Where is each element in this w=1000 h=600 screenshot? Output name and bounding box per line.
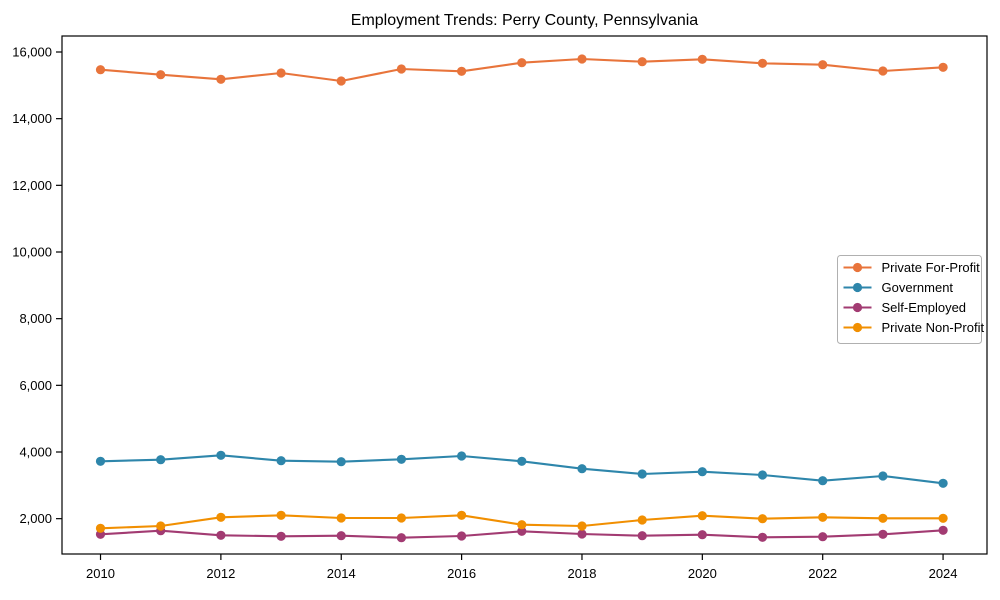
data-point xyxy=(517,526,527,536)
data-point xyxy=(577,529,587,539)
data-point xyxy=(276,510,286,520)
data-point xyxy=(938,513,948,523)
data-point xyxy=(457,531,467,541)
data-point xyxy=(216,74,226,84)
data-point xyxy=(396,533,406,543)
data-point xyxy=(637,57,647,67)
data-point xyxy=(637,531,647,541)
x-tick-label: 2016 xyxy=(447,566,476,581)
data-point xyxy=(757,470,768,480)
data-point xyxy=(396,64,406,74)
data-point xyxy=(818,532,828,542)
legend-label: Private For-Profit xyxy=(882,260,981,275)
data-point xyxy=(216,530,226,540)
data-point xyxy=(517,520,527,530)
x-tick-label: 2022 xyxy=(808,566,837,581)
y-tick-label: 10,000 xyxy=(12,245,52,260)
data-point xyxy=(95,65,106,75)
legend-label: Self-Employed xyxy=(882,300,967,315)
data-point xyxy=(457,66,467,76)
legend-sample-marker xyxy=(852,302,863,313)
plot-border xyxy=(61,35,988,555)
chart-title: Employment Trends: Perry County, Pennsyl… xyxy=(350,12,699,29)
data-point xyxy=(637,515,647,525)
x-tick-label: 2014 xyxy=(327,566,356,581)
data-point xyxy=(517,58,527,68)
data-point xyxy=(336,76,346,86)
data-point xyxy=(216,450,226,460)
data-point xyxy=(697,530,707,540)
data-point xyxy=(818,60,828,70)
data-point xyxy=(156,70,166,80)
data-point xyxy=(336,457,346,467)
data-point xyxy=(156,521,166,531)
y-tick-label: 16,000 xyxy=(12,45,52,60)
data-point xyxy=(938,62,948,72)
legend-sample-marker xyxy=(852,322,863,333)
y-tick-label: 2,000 xyxy=(19,511,52,526)
data-point xyxy=(878,66,888,76)
data-point xyxy=(637,469,647,479)
data-point xyxy=(396,513,406,523)
data-point xyxy=(938,478,948,488)
legend-label: Government xyxy=(882,280,954,295)
y-tick-label: 14,000 xyxy=(12,111,52,126)
data-point xyxy=(396,454,406,464)
x-tick-label: 2024 xyxy=(929,566,958,581)
data-point xyxy=(938,525,948,535)
data-point xyxy=(336,513,346,523)
data-point xyxy=(757,532,768,542)
y-tick-label: 4,000 xyxy=(19,445,52,460)
data-point xyxy=(878,471,888,481)
data-point xyxy=(577,54,587,64)
data-point xyxy=(697,511,707,521)
legend-label: Private Non-Profit xyxy=(882,320,985,335)
data-point xyxy=(95,523,106,533)
data-point xyxy=(457,510,467,520)
x-tick-label: 2010 xyxy=(86,566,115,581)
data-point xyxy=(878,513,888,523)
y-tick-label: 12,000 xyxy=(12,178,52,193)
data-point xyxy=(276,456,286,466)
data-point xyxy=(878,529,888,539)
data-point xyxy=(577,521,587,531)
data-point xyxy=(95,456,106,466)
data-point xyxy=(336,531,346,541)
data-point xyxy=(577,464,587,474)
data-point xyxy=(757,514,768,524)
data-point xyxy=(517,456,527,466)
y-tick-label: 6,000 xyxy=(19,378,52,393)
data-point xyxy=(697,467,707,477)
data-point xyxy=(457,451,467,461)
x-tick-label: 2018 xyxy=(568,566,597,581)
x-tick-label: 2012 xyxy=(206,566,235,581)
legend-sample-marker xyxy=(852,282,863,293)
data-point xyxy=(818,476,828,486)
x-tick-label: 2020 xyxy=(688,566,717,581)
data-point xyxy=(276,68,286,78)
data-point xyxy=(156,455,166,465)
data-point xyxy=(757,58,768,68)
data-point xyxy=(276,531,286,541)
y-tick-label: 8,000 xyxy=(19,311,52,326)
data-point xyxy=(818,512,828,522)
legend-sample-marker xyxy=(852,262,863,273)
legend-box xyxy=(837,255,982,344)
data-point xyxy=(216,512,226,522)
data-point xyxy=(697,54,707,64)
